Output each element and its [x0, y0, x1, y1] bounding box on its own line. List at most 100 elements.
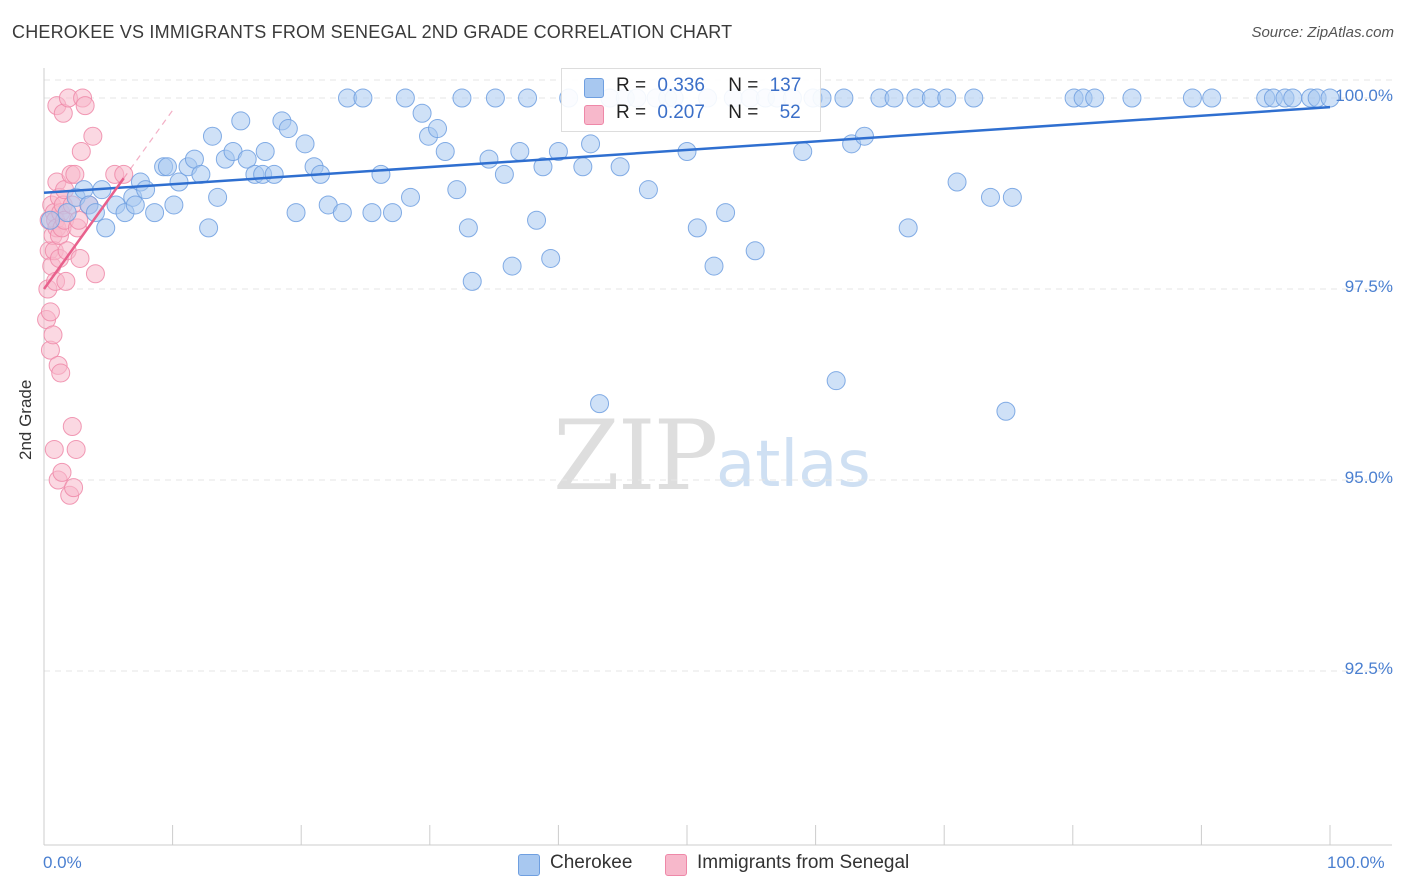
cherokee-point	[353, 88, 373, 108]
senegal-label: Immigrants from Senegal	[697, 852, 910, 873]
cherokee-point	[371, 164, 391, 184]
cherokee-point	[278, 119, 298, 139]
cherokee-label: Cherokee	[550, 852, 633, 873]
legend-stats: R = 0.207 N = 52	[616, 102, 801, 124]
cherokee-point	[199, 218, 219, 238]
senegal-point	[51, 363, 71, 383]
chart-title: CHEROKEE VS IMMIGRANTS FROM SENEGAL 2ND …	[12, 22, 733, 42]
cherokee-point	[401, 187, 421, 207]
cherokee-point	[518, 88, 538, 108]
r-label: R =	[616, 102, 647, 123]
r-label: R =	[616, 75, 647, 96]
r-value: 0.336	[657, 75, 705, 96]
bottom-legend-cherokee: Cherokee	[518, 852, 633, 876]
cherokee-point	[947, 172, 967, 192]
cherokee-point	[231, 111, 251, 131]
senegal-point	[56, 271, 76, 291]
cherokee-point	[548, 141, 568, 161]
y-tick-label: 95.0%	[1344, 468, 1393, 487]
cherokee-point	[332, 203, 352, 223]
cherokee-point	[264, 164, 284, 184]
cherokee-point	[704, 256, 724, 276]
cherokee-point	[136, 180, 156, 200]
cherokee-points	[40, 88, 1340, 421]
cherokee-point	[541, 248, 561, 268]
cherokee-point	[362, 203, 382, 223]
senegal-point	[65, 164, 85, 184]
cherokee-point	[447, 180, 467, 200]
senegal-point	[40, 302, 60, 322]
cherokee-point	[610, 157, 630, 177]
y-axis-label: 2nd Grade	[16, 379, 35, 460]
cherokee-point	[1320, 88, 1340, 108]
cherokee-point	[428, 119, 448, 139]
n-label: N =	[728, 75, 759, 96]
stats-legend: R = 0.336 N = 137 R = 0.207 N = 52	[561, 68, 821, 132]
x-tick-label: 100.0%	[1327, 853, 1385, 872]
cherokee-point	[462, 271, 482, 291]
senegal-point	[66, 439, 86, 459]
cherokee-point	[527, 210, 547, 230]
senegal-point	[114, 164, 134, 184]
cherokee-point	[96, 218, 116, 238]
senegal-point	[71, 141, 91, 161]
cherokee-point	[980, 187, 1000, 207]
cherokee-point	[533, 157, 553, 177]
cherokee-point	[383, 203, 403, 223]
senegal-swatch	[584, 105, 604, 125]
r-value: 0.207	[657, 102, 705, 123]
senegal-point	[52, 462, 72, 482]
cherokee-point	[1085, 88, 1105, 108]
cherokee-point	[395, 88, 415, 108]
n-value: 52	[779, 102, 801, 123]
cherokee-point	[295, 134, 315, 154]
cherokee-point	[452, 88, 472, 108]
cherokee-point	[964, 88, 984, 108]
cherokee-point	[581, 134, 601, 154]
cherokee-point	[255, 141, 275, 161]
source-label: Source: ZipAtlas.com	[1251, 24, 1394, 41]
cherokee-point	[638, 180, 658, 200]
senegal-point	[64, 478, 84, 498]
cherokee-point	[286, 203, 306, 223]
cherokee-point	[1202, 88, 1222, 108]
cherokee-swatch	[518, 854, 540, 876]
cherokee-point	[687, 218, 707, 238]
cherokee-point	[202, 126, 222, 146]
cherokee-point	[57, 203, 77, 223]
cherokee-point	[854, 126, 874, 146]
x-tick-label: 0.0%	[43, 853, 82, 872]
cherokee-point	[745, 241, 765, 261]
cherokee-point	[1002, 187, 1022, 207]
cherokee-point	[164, 195, 184, 215]
cherokee-point	[884, 88, 904, 108]
cherokee-point	[793, 141, 813, 161]
senegal-points	[37, 88, 134, 505]
senegal-point	[85, 264, 105, 284]
senegal-point	[44, 439, 64, 459]
cherokee-point	[502, 256, 522, 276]
cherokee-point	[573, 157, 593, 177]
cherokee-point	[40, 210, 60, 230]
cherokee-point	[834, 88, 854, 108]
cherokee-point	[716, 203, 736, 223]
cherokee-point	[208, 187, 228, 207]
senegal-point	[83, 126, 103, 146]
cherokee-point	[1283, 88, 1303, 108]
legend-stats: R = 0.336 N = 137	[616, 75, 801, 97]
cherokee-point	[1182, 88, 1202, 108]
cherokee-point	[157, 157, 177, 177]
cherokee-point	[237, 149, 257, 169]
cherokee-point	[125, 195, 145, 215]
cherokee-point	[494, 164, 514, 184]
cherokee-trend-line	[43, 105, 1331, 194]
cherokee-point	[898, 218, 918, 238]
cherokee-point	[458, 218, 478, 238]
y-tick-label: 92.5%	[1344, 659, 1393, 678]
n-label: N =	[728, 102, 759, 123]
cherokee-point	[479, 149, 499, 169]
cherokee-point	[510, 141, 530, 161]
y-tick-label: 100.0%	[1335, 86, 1393, 105]
watermark-zip: ZIP	[553, 400, 718, 512]
cherokee-swatch	[584, 78, 604, 98]
